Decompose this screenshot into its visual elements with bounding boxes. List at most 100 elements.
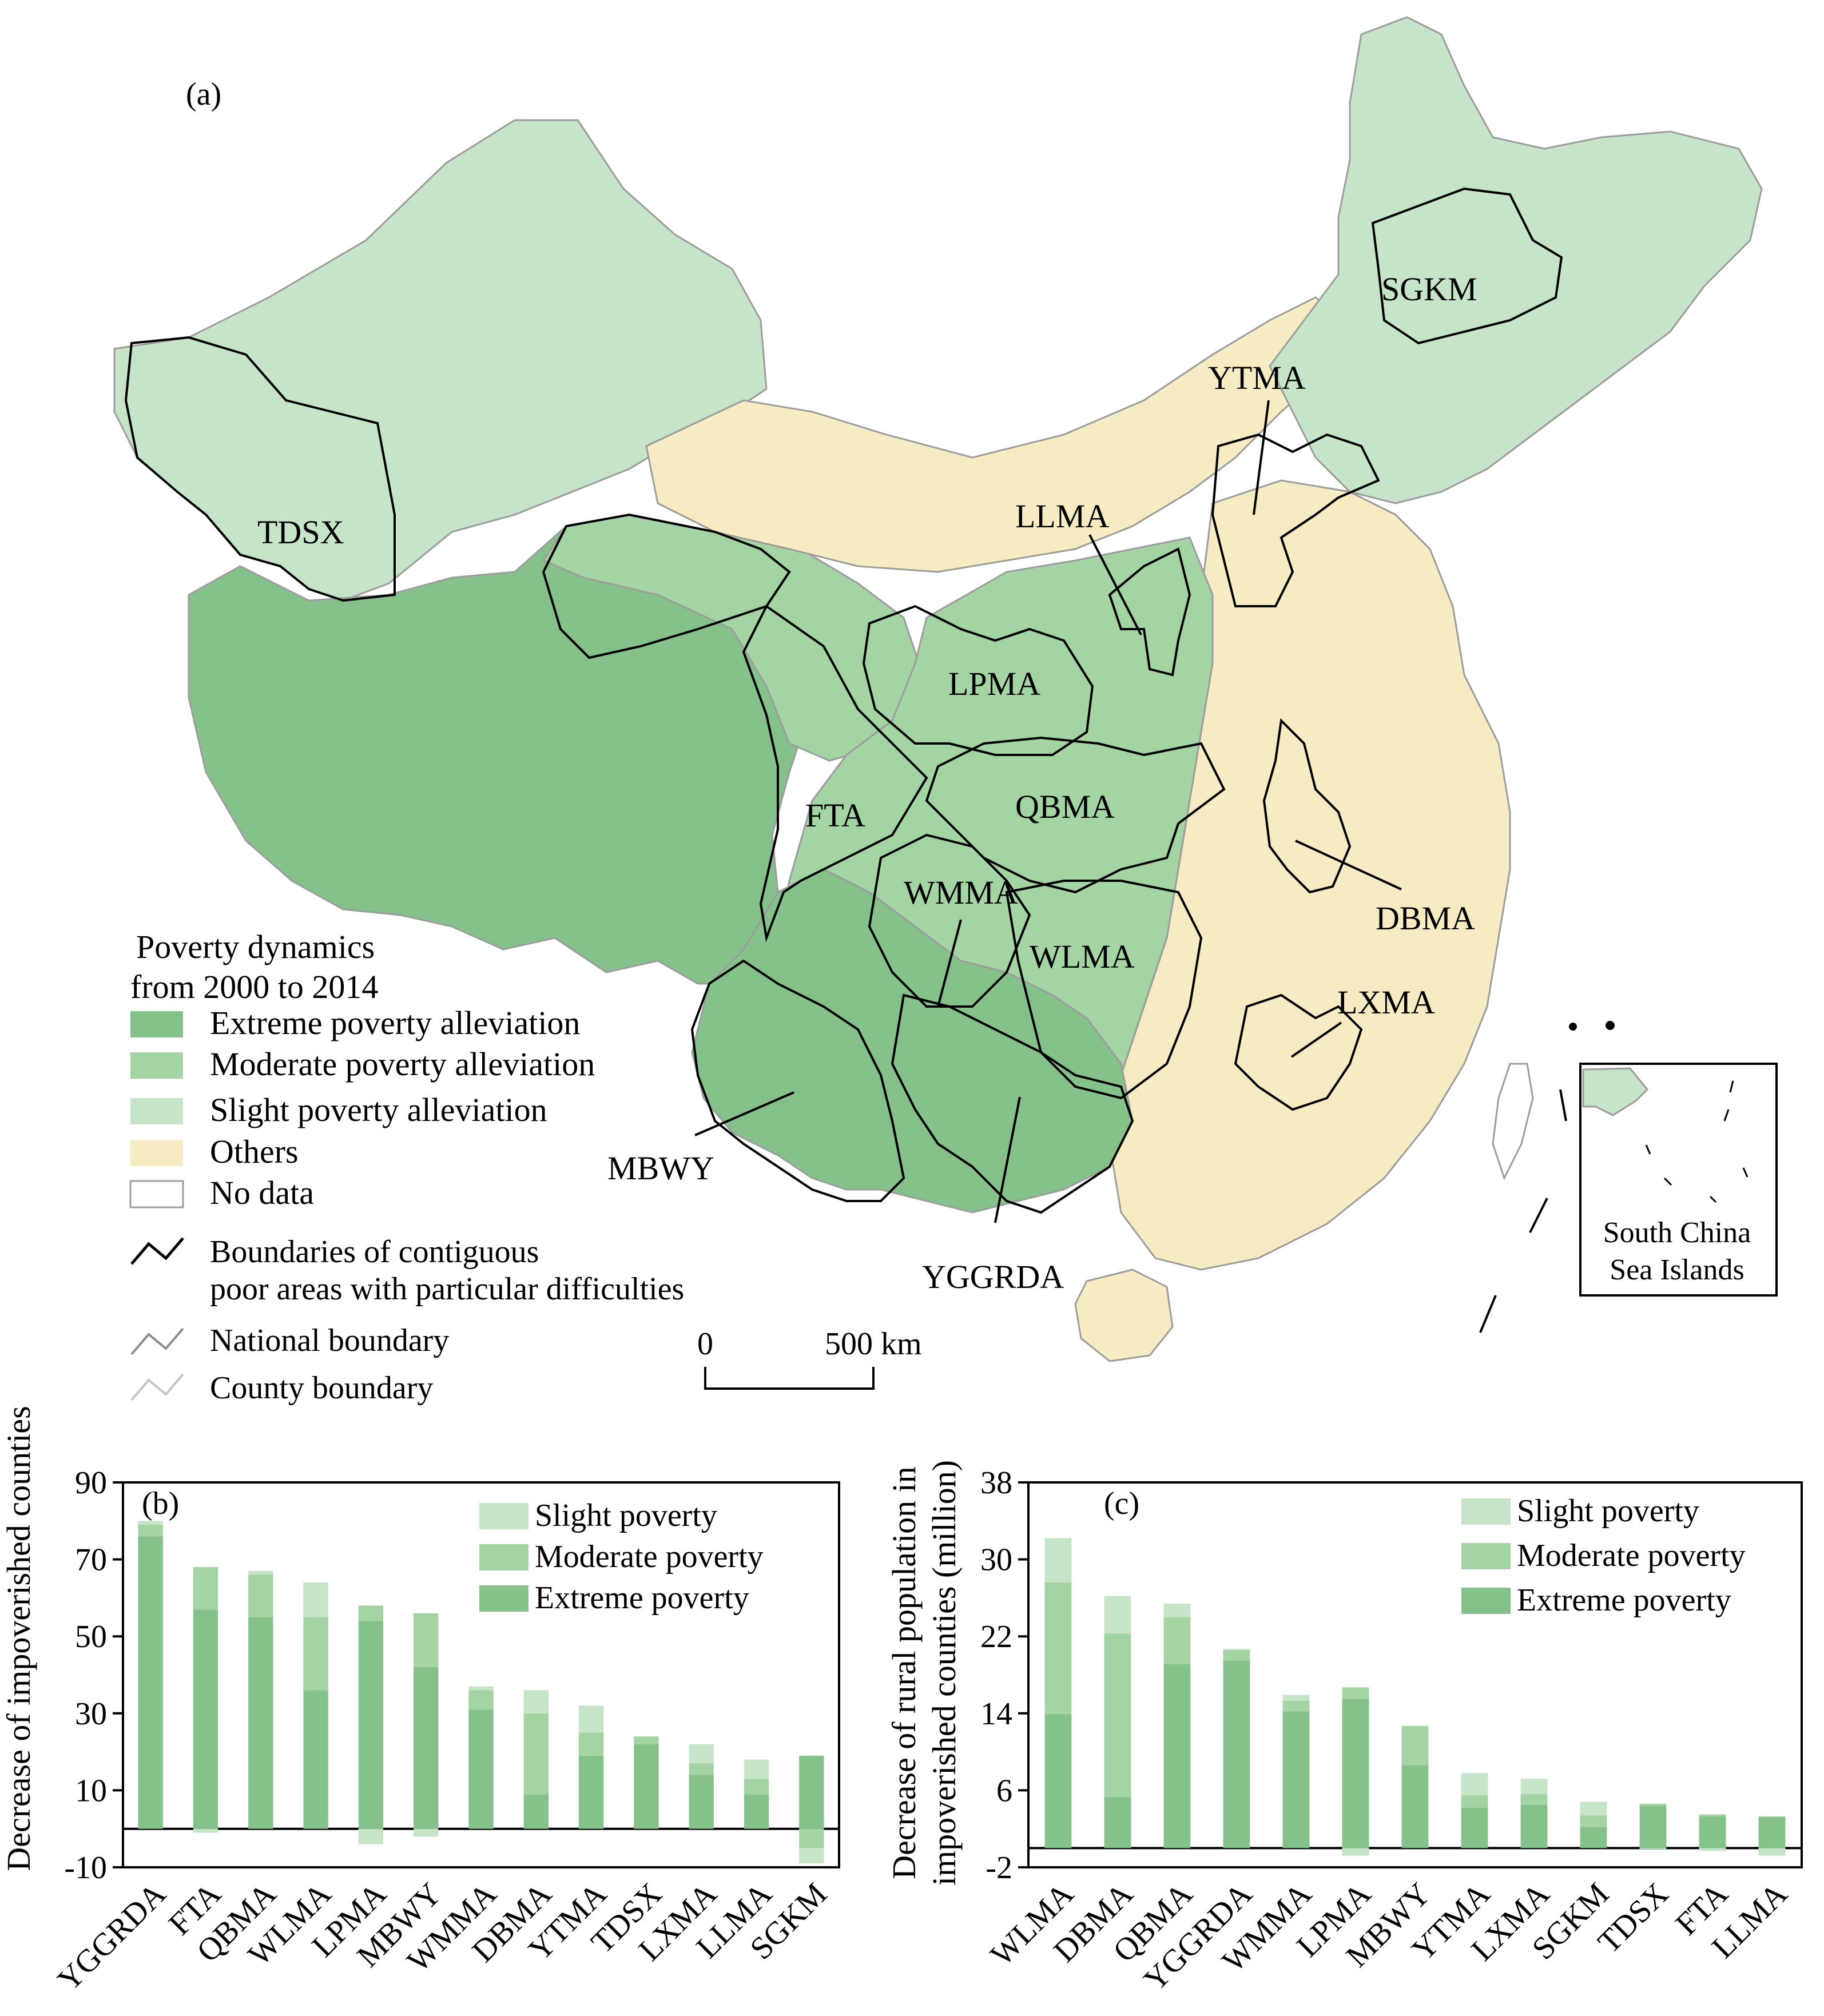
leader-llma (1088, 534, 1142, 635)
bar-lxma-extreme (689, 1775, 714, 1829)
legend-b-swatch-0 (479, 1503, 528, 1529)
y-tick-label: 10 (75, 1773, 107, 1808)
bar-lxma-moderate (689, 1763, 714, 1775)
panel-c-ylabel-2: impoverished counties (million) (925, 1460, 963, 1886)
area-label-ytma: YTMA (1208, 359, 1306, 396)
area-label-wmma: WMMA (904, 874, 1018, 911)
y-tick-label: 70 (75, 1542, 107, 1578)
bar-yggrda-slight (1223, 1649, 1250, 1650)
leader-dbma (1295, 840, 1402, 890)
bar-qbma-slight (248, 1570, 273, 1575)
area-label-tdsx: TDSX (257, 514, 344, 551)
legend-b-label-1: Moderate poverty (535, 1539, 764, 1574)
bar-tdsx-extreme (1639, 1806, 1667, 1848)
dash-line-marks (1479, 1021, 1615, 1333)
region-northeast (1269, 16, 1763, 504)
boundary-sgkm (1371, 187, 1563, 345)
bar-qbma-extreme (1163, 1664, 1191, 1848)
bar-ytma-moderate (1461, 1795, 1488, 1808)
area-label-lpma: LPMA (948, 665, 1040, 702)
legend-label-2: Slight poverty alleviation (210, 1091, 547, 1128)
bar-mbwy-slight (414, 1828, 439, 1837)
legend-label-1: Moderate poverty alleviation (210, 1045, 595, 1083)
boundary-wlma (1005, 880, 1203, 1100)
legend-b-swatch-2 (479, 1585, 528, 1612)
bar-qbma-extreme (248, 1617, 273, 1829)
bar-fta-moderate (193, 1567, 218, 1610)
inset-label-1: South China (1603, 1216, 1751, 1249)
bar-sgkm-extreme (1580, 1827, 1607, 1848)
legend-c-swatch-2 (1461, 1588, 1511, 1614)
area-label-fta: FTA (805, 797, 865, 834)
boundary-dbma (1262, 718, 1352, 894)
leader-yggrda (994, 1096, 1021, 1223)
bar-lxma-slight (689, 1744, 714, 1764)
legend-title-1: Poverty dynamics (136, 928, 375, 965)
poor-area-boundaries (124, 187, 1563, 1214)
scale-bar: 0 500 km (697, 1326, 922, 1390)
bar-ytma-moderate (578, 1732, 604, 1756)
bar-dbma-moderate (1104, 1633, 1131, 1798)
plot-frame (122, 1481, 840, 1868)
legend-swatch-3 (130, 1140, 183, 1166)
bar-llma-slight (1758, 1848, 1786, 1856)
legend-line-national: National boundary (130, 1323, 449, 1358)
panel-b-ylabel: Decrease of impoverished counties (0, 1406, 37, 1871)
bar-wmma-moderate (1282, 1700, 1310, 1712)
legend-label-4: No data (210, 1174, 314, 1211)
bar-llma-moderate (1758, 1816, 1786, 1818)
legend-swatch-2 (130, 1098, 183, 1124)
area-labels: TDSX SGKM YTMA LLMA LPMA FTA QBMA WMMA W… (257, 271, 1477, 1295)
x-tick-label: TDSX (1591, 1876, 1675, 1960)
bar-lpma-slight (358, 1828, 384, 1844)
y-tick-label: 22 (980, 1619, 1012, 1655)
bar-wmma-extreme (1282, 1711, 1310, 1848)
legend-line-label-boundaries-1: Boundaries of contiguous (210, 1234, 539, 1270)
bar-wmma-moderate (468, 1690, 494, 1710)
bar-mbwy-extreme (414, 1667, 439, 1829)
map-legend: Poverty dynamics from 2000 to 2014 Extre… (129, 928, 684, 1406)
bar-dbma-moderate (523, 1713, 549, 1795)
y-tick-label: -2 (985, 1850, 1012, 1886)
y-tick-label: -10 (64, 1850, 107, 1886)
chart-b: -101030507090YGGRDAFTAQBMAWLMALPMAMBWYWM… (0, 1406, 840, 1998)
bar-tdsx-extreme (634, 1744, 659, 1829)
region-hainan (1074, 1269, 1174, 1362)
legend-c-swatch-0 (1461, 1498, 1511, 1525)
legend-b-swatch-1 (479, 1544, 528, 1570)
bar-fta-extreme (193, 1609, 218, 1829)
legend-line-county: County boundary (130, 1370, 433, 1406)
bar-wmma-extreme (468, 1709, 494, 1829)
area-label-lxma: LXMA (1337, 984, 1435, 1021)
y-tick-label: 90 (75, 1465, 107, 1501)
bar-ytma-slight (578, 1705, 604, 1733)
area-label-qbma: QBMA (1015, 788, 1115, 825)
boundary-lxma (1234, 993, 1363, 1111)
plot-frame (1027, 1481, 1803, 1868)
bar-ytma-extreme (1461, 1807, 1488, 1848)
bar-lpma-moderate (1342, 1687, 1369, 1699)
y-tick-label: 50 (75, 1619, 107, 1655)
bar-wmma-slight (468, 1686, 494, 1691)
bar-wlma-moderate (1044, 1582, 1072, 1715)
legend-b-label-2: Extreme poverty (535, 1580, 749, 1616)
legend-label-0: Extreme poverty alleviation (210, 1004, 580, 1041)
bar-lpma-extreme (1342, 1699, 1369, 1848)
boundary-qbma (925, 736, 1226, 894)
boundary-yggrda (891, 993, 1134, 1214)
bar-lpma-moderate (358, 1605, 384, 1621)
bar-sgkm-moderate (1580, 1815, 1607, 1827)
bar-lpma-slight (1342, 1848, 1369, 1856)
boundary-mbwy (690, 959, 905, 1202)
boundary-lpma (862, 605, 1094, 756)
legend-line-label-county: County boundary (210, 1370, 433, 1406)
bar-yggrda-extreme (1223, 1660, 1250, 1848)
legend-line-boundaries: Boundaries of contiguous poor areas with… (130, 1234, 684, 1307)
bar-wmma-slight (1282, 1695, 1310, 1701)
legend-swatch-1 (130, 1052, 183, 1079)
area-label-dbma: DBMA (1376, 900, 1475, 937)
y-tick-label: 30 (980, 1542, 1012, 1578)
boundary-wmma (868, 833, 1031, 1008)
bar-fta-slight (1699, 1848, 1726, 1851)
inset-label-2: Sea Islands (1610, 1254, 1744, 1286)
